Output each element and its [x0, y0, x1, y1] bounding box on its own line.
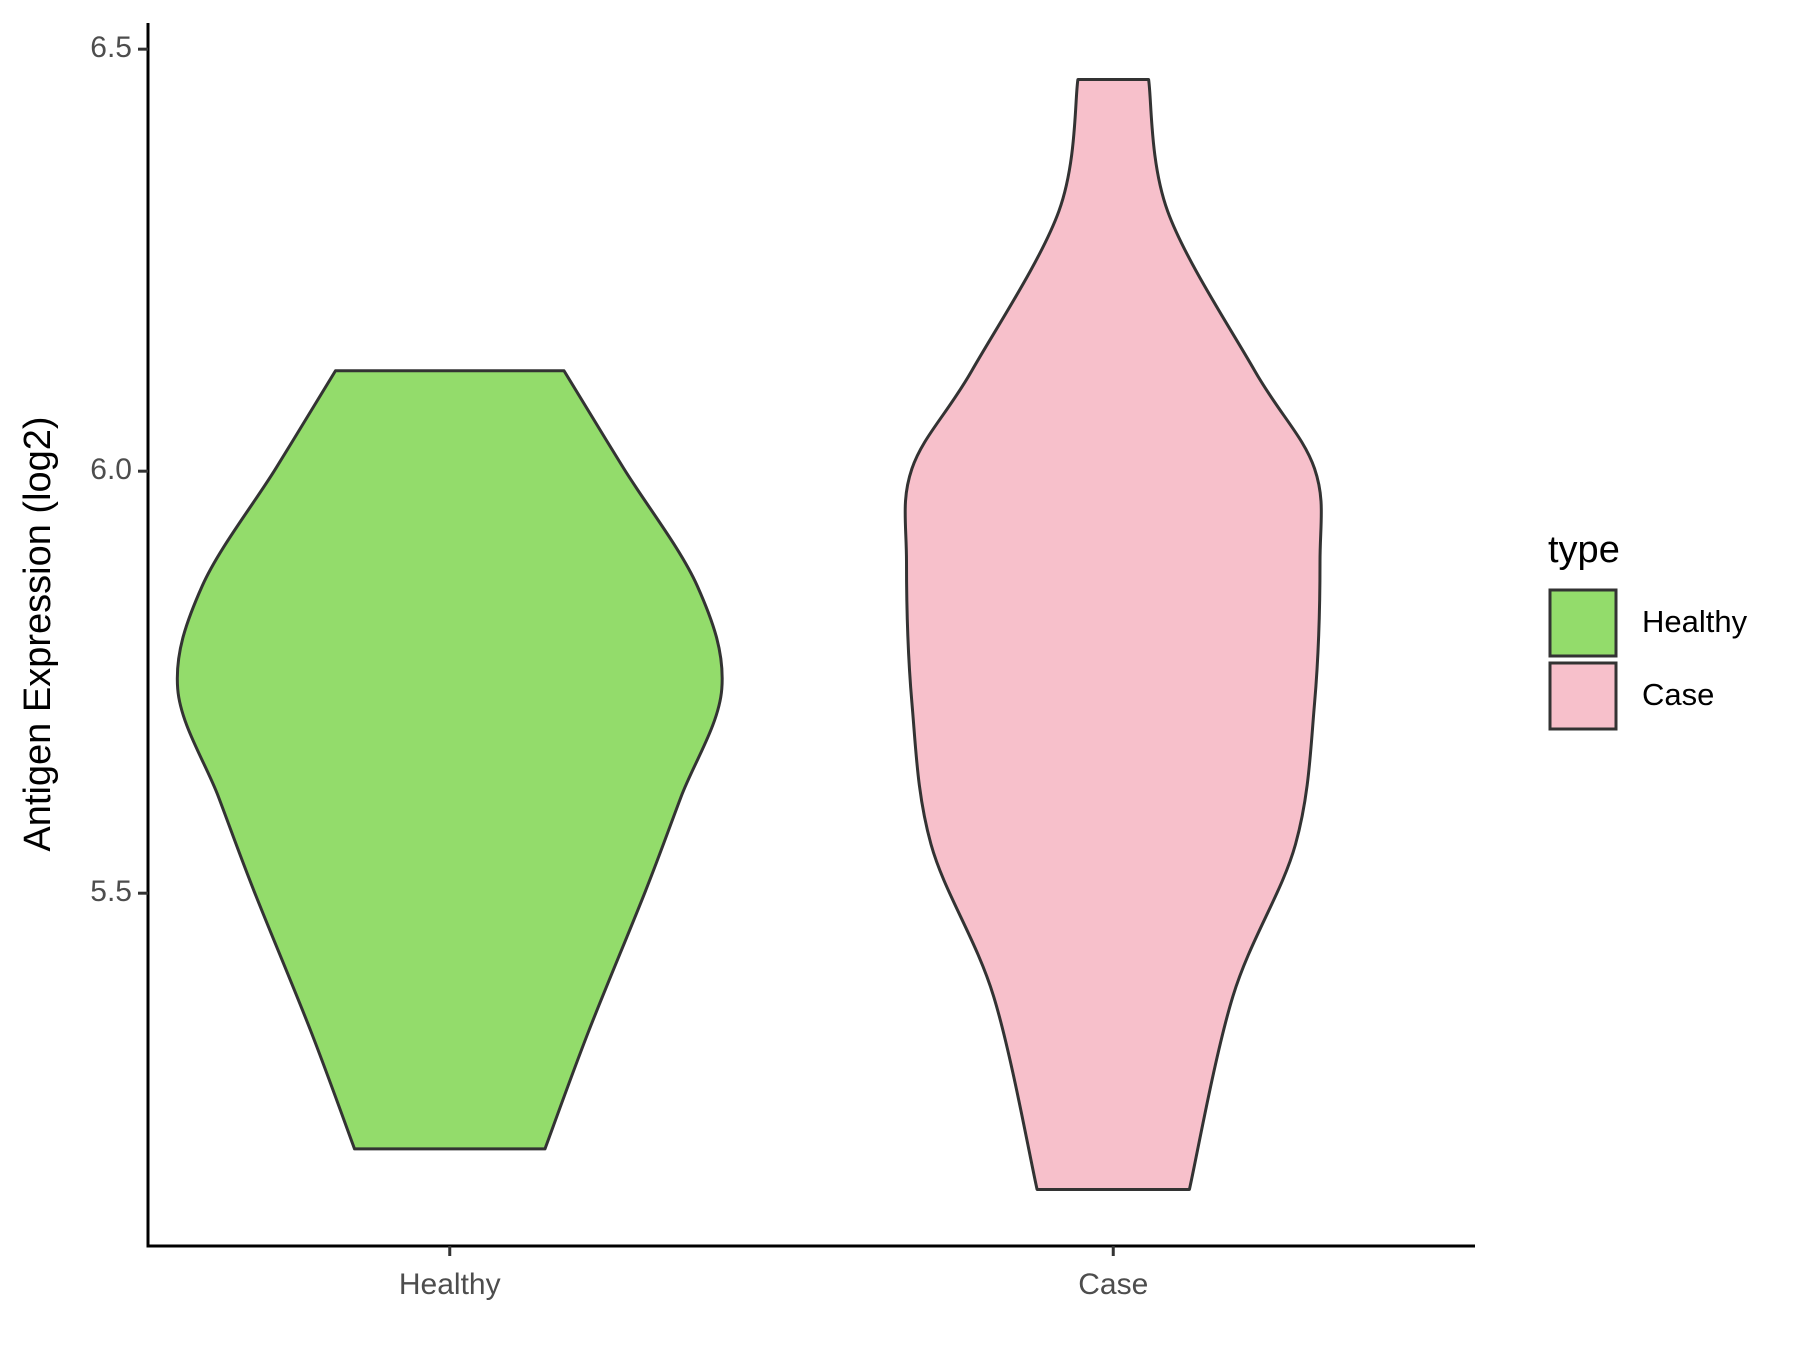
y-axis-title: Antigen Expression (log2) — [17, 416, 59, 851]
legend-label: Case — [1642, 677, 1714, 712]
violin — [903, 78, 1323, 1191]
y-tick-label: 6.0 — [90, 453, 132, 486]
x-tick-label: Healthy — [399, 1268, 501, 1301]
y-tick-label: 5.5 — [90, 875, 132, 908]
legend-label: Healthy — [1642, 604, 1748, 639]
legend-key — [1548, 588, 1618, 658]
violin — [175, 369, 724, 1151]
x-tick-label: Case — [1078, 1268, 1148, 1301]
legend-key — [1548, 661, 1618, 731]
legend-title: type — [1548, 529, 1620, 571]
y-tick-label: 6.5 — [90, 31, 132, 64]
